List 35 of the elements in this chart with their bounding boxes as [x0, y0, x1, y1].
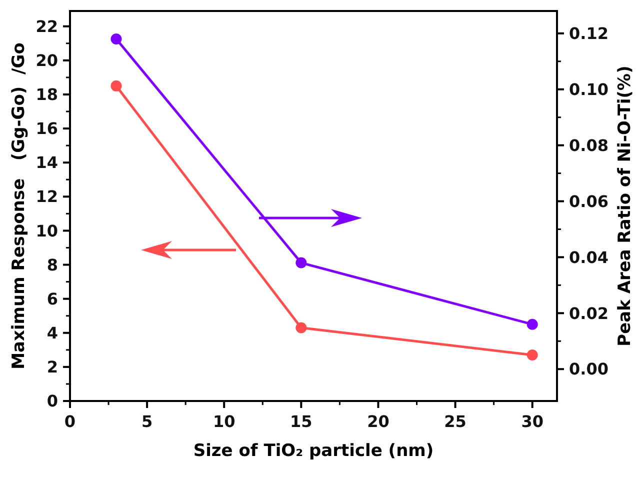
y-tick-label: 10	[36, 221, 58, 240]
y2-tick-label: 0.12	[569, 24, 608, 43]
x-tick-label: 10	[212, 412, 236, 431]
point	[526, 350, 538, 361]
y2-tick-label: 0.10	[569, 80, 608, 99]
point	[526, 318, 538, 330]
y-tick-label: 2	[46, 358, 58, 377]
x-tick-label: 15	[290, 412, 312, 431]
y-axis-title: Maximum Response (Gg-Go) /Go	[9, 42, 29, 370]
y-tick-label: 6	[46, 289, 58, 308]
y-tick-label: 20	[36, 50, 58, 70]
y-tick-label: 16	[36, 119, 58, 138]
point	[296, 257, 307, 268]
x-tick-label: 5	[141, 412, 153, 431]
y-tick-label: 8	[46, 255, 58, 274]
y-tick-label: 0	[46, 392, 58, 411]
y2-tick-label: 0.06	[569, 192, 608, 211]
point	[110, 80, 122, 92]
y-tick-label: 12	[36, 187, 58, 206]
y-tick-label: 14	[36, 153, 58, 172]
y2-tick-label: 0.00	[569, 360, 608, 379]
point	[110, 33, 122, 44]
y-tick-label: 4	[46, 323, 58, 342]
y2-tick-label: 0.02	[569, 304, 608, 323]
x-tick-label: 30	[521, 412, 544, 431]
x-axis-title: Size of TiO₂ particle (nm)	[193, 441, 434, 461]
y2-axis-title: Peak Area Ratio of Ni-O-Ti(%)	[615, 66, 635, 346]
y2-tick-label: 0.08	[569, 136, 608, 155]
x-tick-label: 25	[444, 412, 466, 431]
x-tick-label: 0	[64, 412, 76, 431]
y-tick-label: 22	[36, 16, 58, 36]
x-tick-label: 20	[367, 412, 390, 431]
y2-tick-label: 0.04	[569, 248, 608, 267]
y-tick-label: 18	[36, 85, 58, 104]
point	[296, 322, 307, 334]
